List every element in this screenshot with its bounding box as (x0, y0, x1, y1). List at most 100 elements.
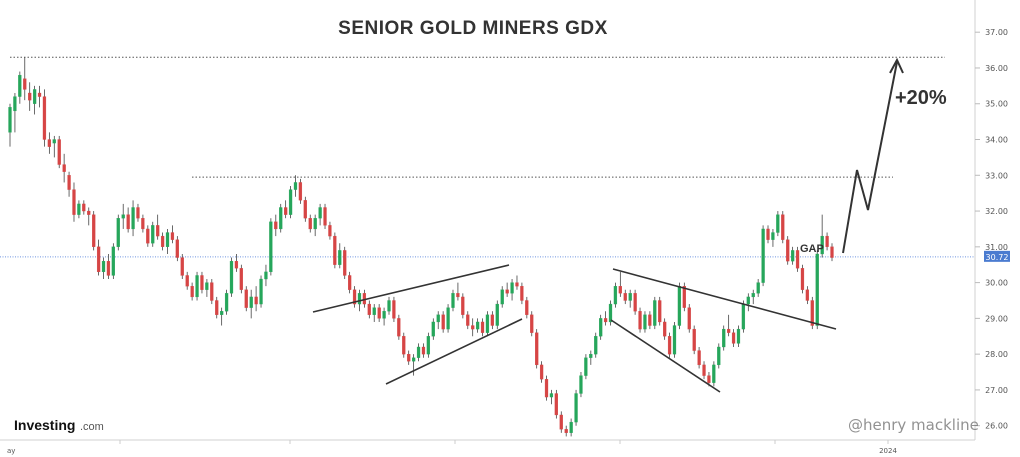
candle (402, 332, 406, 358)
candle-body-down (471, 325, 475, 330)
candle (77, 200, 81, 219)
candle (52, 135, 56, 158)
candle-body-up (485, 314, 490, 333)
candle (485, 311, 490, 337)
candle-body-down (766, 228, 770, 240)
candle (623, 289, 627, 305)
candle (284, 200, 288, 219)
candle (554, 389, 558, 419)
candle (244, 286, 248, 312)
candle-body-down (328, 225, 332, 237)
candle-body-down (156, 225, 160, 237)
candle-body-down (692, 328, 696, 351)
candle-body-down (559, 414, 563, 430)
candle (505, 282, 509, 297)
candle (82, 200, 86, 215)
candle-body-down (200, 275, 204, 290)
x-tick-label: ay (7, 447, 15, 455)
candle (274, 214, 278, 237)
candle (220, 307, 224, 326)
candle-body-up (8, 107, 12, 133)
candle (205, 279, 209, 297)
candle (28, 82, 32, 111)
candle (411, 354, 416, 376)
candle-body-down (210, 282, 214, 301)
y-tick-label: 29.00 (985, 314, 1008, 323)
candle-body-down (67, 175, 71, 190)
candle-body-up (722, 328, 726, 348)
candle-body-up (790, 250, 795, 262)
candle-body-up (131, 207, 135, 230)
candle (697, 346, 701, 369)
candle (663, 318, 667, 340)
candle (495, 300, 499, 330)
candle-body-up (736, 328, 741, 344)
candle (23, 57, 27, 101)
x-axis-ticks: ay 2024 (7, 440, 897, 455)
candle-body-up (820, 235, 824, 255)
candle (712, 361, 716, 387)
candle-body-up (643, 314, 647, 330)
candle-body-up (151, 225, 155, 244)
candle (776, 211, 780, 237)
candle (146, 225, 150, 247)
candle-body-up (411, 357, 416, 362)
candle-body-down (377, 307, 381, 319)
candle-body-down (505, 289, 509, 294)
candle (101, 257, 106, 280)
candle-body-down (530, 314, 534, 333)
candle (687, 304, 691, 333)
candle-body-up (613, 286, 618, 305)
candle-body-up (249, 296, 253, 308)
candle (190, 282, 194, 301)
candle-body-down (28, 92, 32, 101)
candle-body-down (141, 218, 145, 230)
candle-body-down (520, 286, 524, 301)
candle-body-down (185, 275, 189, 287)
y-tick-label: 35.00 (985, 100, 1008, 109)
candle (692, 325, 696, 355)
candle (535, 329, 539, 369)
candle (677, 282, 682, 330)
candle (180, 253, 184, 280)
candle (416, 343, 421, 362)
candle (736, 325, 741, 347)
candle-body-down (82, 203, 86, 212)
candle-body-down (284, 207, 288, 215)
candle-body-up (264, 271, 268, 280)
candle (215, 296, 219, 319)
candle (170, 225, 175, 244)
candle-body-up (288, 189, 293, 215)
candle (387, 296, 391, 315)
candle-body-up (446, 307, 450, 330)
candle-body-up (776, 214, 780, 233)
candle (229, 257, 234, 297)
candle-body-down (96, 246, 101, 273)
candle-body-down (707, 375, 711, 383)
candle-body-down (731, 332, 736, 344)
candle-body-down (825, 235, 829, 247)
candle-body-up (589, 353, 593, 358)
candle (800, 264, 805, 294)
candle-body-down (461, 296, 465, 315)
y-tick-label: 36.00 (985, 64, 1008, 73)
candle-body-up (761, 228, 765, 283)
y-tick-label: 31.00 (985, 243, 1008, 252)
candle (549, 389, 554, 405)
candle-body-down (180, 257, 184, 276)
candle-body-up (653, 300, 657, 326)
candle (298, 178, 303, 204)
candle (490, 311, 494, 330)
candle (810, 296, 814, 330)
candle (544, 375, 549, 401)
y-tick-label: 27.00 (985, 386, 1008, 395)
candle-body-down (633, 293, 637, 312)
candle (672, 321, 677, 358)
candle-body-down (72, 189, 76, 215)
candle (18, 71, 22, 104)
candle (377, 304, 381, 322)
candle (185, 271, 189, 290)
candle (67, 171, 71, 197)
candle (731, 329, 736, 347)
candle (825, 232, 829, 251)
